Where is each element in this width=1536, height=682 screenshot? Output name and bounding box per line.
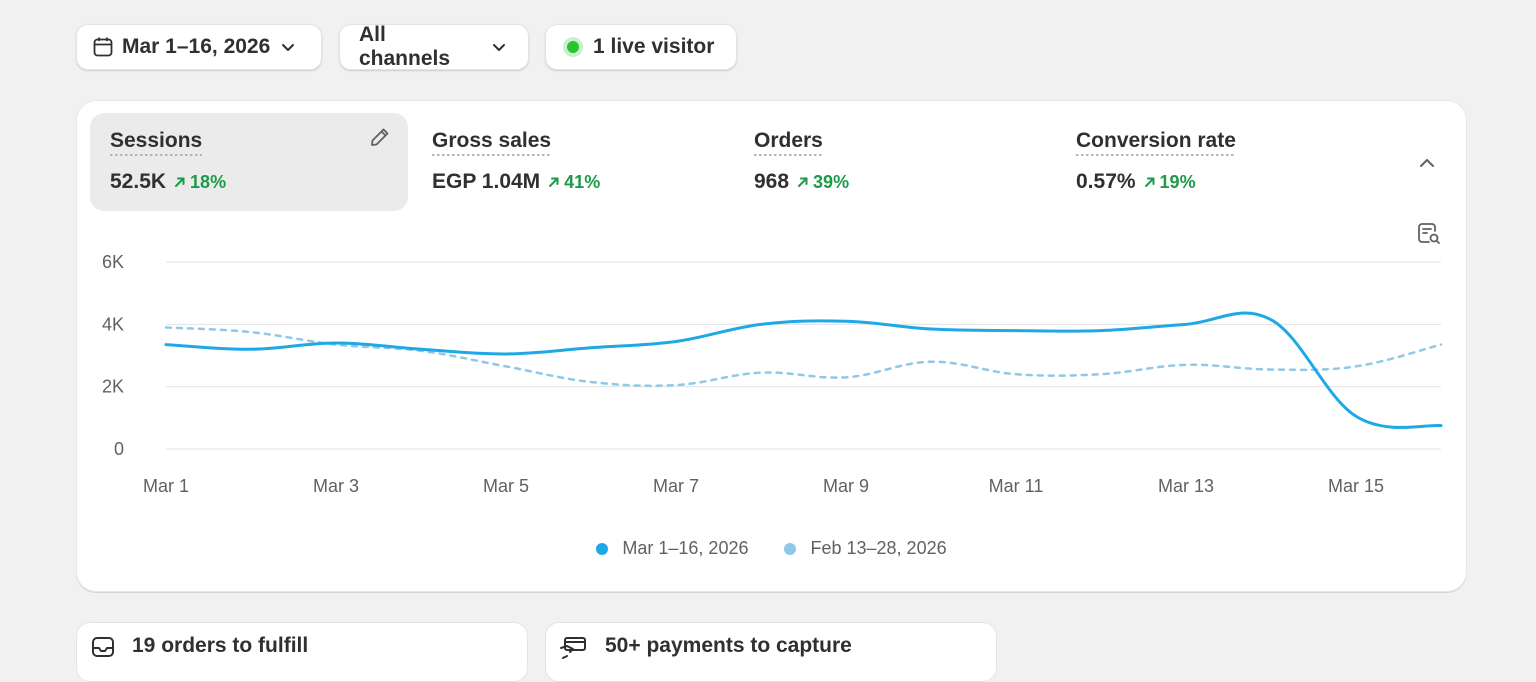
y-tick-label: 2K [102,377,124,397]
x-tick-label: Mar 3 [313,476,359,496]
orders-to-fulfill-label: 19 orders to fulfill [132,634,309,657]
metric-sessions[interactable]: Sessions 52.5K 18% [90,113,408,211]
x-tick-label: Mar 5 [483,476,529,496]
calendar-icon [92,36,114,58]
metric-orders[interactable]: Orders 968 39% [734,113,1052,211]
chevron-down-icon [278,37,298,57]
legend-label: Mar 1–16, 2026 [622,538,749,558]
metric-conversion-rate[interactable]: Conversion rate 0.57% 19% [1056,113,1374,211]
sessions-line-chart: 0 2K 4K 6K Mar 1 Mar 3 Mar 5 Mar 7 Mar 9 Mar 11 Ma… [102,252,1443,496]
pencil-icon[interactable] [368,125,392,154]
payment-icon [559,634,589,666]
x-tick-label: Mar 11 [989,476,1044,496]
arrow-up-right-icon [549,177,559,187]
metric-value: 0.57% [1076,170,1136,193]
date-range-picker[interactable]: Mar 1–16, 2026 [76,24,322,70]
x-tick-label: Mar 7 [653,476,699,496]
channel-filter[interactable]: All channels [339,23,529,70]
x-tick-label: Mar 13 [1158,476,1214,496]
x-tick-label: Mar 9 [823,476,869,496]
y-tick-label: 6K [102,252,124,272]
metric-value: 968 [754,170,790,193]
arrow-up-right-icon [1144,177,1155,187]
series-line-previous [164,326,1443,388]
metric-change: 18% [174,172,226,193]
metric-value: 52.5K [110,170,167,193]
series-line-current [164,311,1443,429]
y-tick-label: 0 [114,439,124,459]
arrow-up-right-icon [798,177,808,187]
legend-label: Feb 13–28, 2026 [810,538,947,558]
channel-filter-label: All channels [359,23,451,70]
metric-change: 19% [1144,172,1196,193]
chevron-up-icon[interactable] [1416,152,1438,179]
report-search-icon[interactable] [1416,221,1442,252]
chevron-down-icon [489,37,509,57]
metric-label: Gross sales [432,129,552,156]
date-range-label: Mar 1–16, 2026 [122,35,271,58]
legend-dot [784,542,797,555]
payments-to-capture-label: 50+ payments to capture [605,634,852,657]
metric-value: EGP 1.04M [432,170,541,193]
live-status-dot [567,41,579,53]
chart-legend: Mar 1–16, 2026 Feb 13–28, 2026 [76,538,1467,559]
metric-gross-sales[interactable]: Gross sales EGP 1.04M 41% [412,113,730,211]
arrow-up-right-icon [175,177,185,187]
live-visitors-button[interactable]: 1 live visitor [545,24,737,70]
live-visitors-label: 1 live visitor [593,35,715,58]
legend-item-previous[interactable]: Feb 13–28, 2026 [784,538,947,559]
x-tick-label: Mar 15 [1328,476,1384,496]
legend-item-current[interactable]: Mar 1–16, 2026 [596,538,748,559]
metric-label: Sessions [110,129,203,156]
metric-change: 41% [548,172,600,193]
legend-dot [596,542,609,555]
metric-label: Conversion rate [1076,129,1236,156]
x-tick-label: Mar 1 [143,476,189,496]
metric-label: Orders [754,129,823,156]
payments-to-capture-card[interactable]: 50+ payments to capture [545,622,997,682]
analytics-card: Sessions 52.5K 18% Gross sales EGP 1.04M… [76,100,1467,592]
metric-change: 39% [797,172,849,193]
y-tick-label: 4K [102,314,124,334]
inbox-icon [90,634,116,666]
orders-to-fulfill-card[interactable]: 19 orders to fulfill [76,622,528,682]
